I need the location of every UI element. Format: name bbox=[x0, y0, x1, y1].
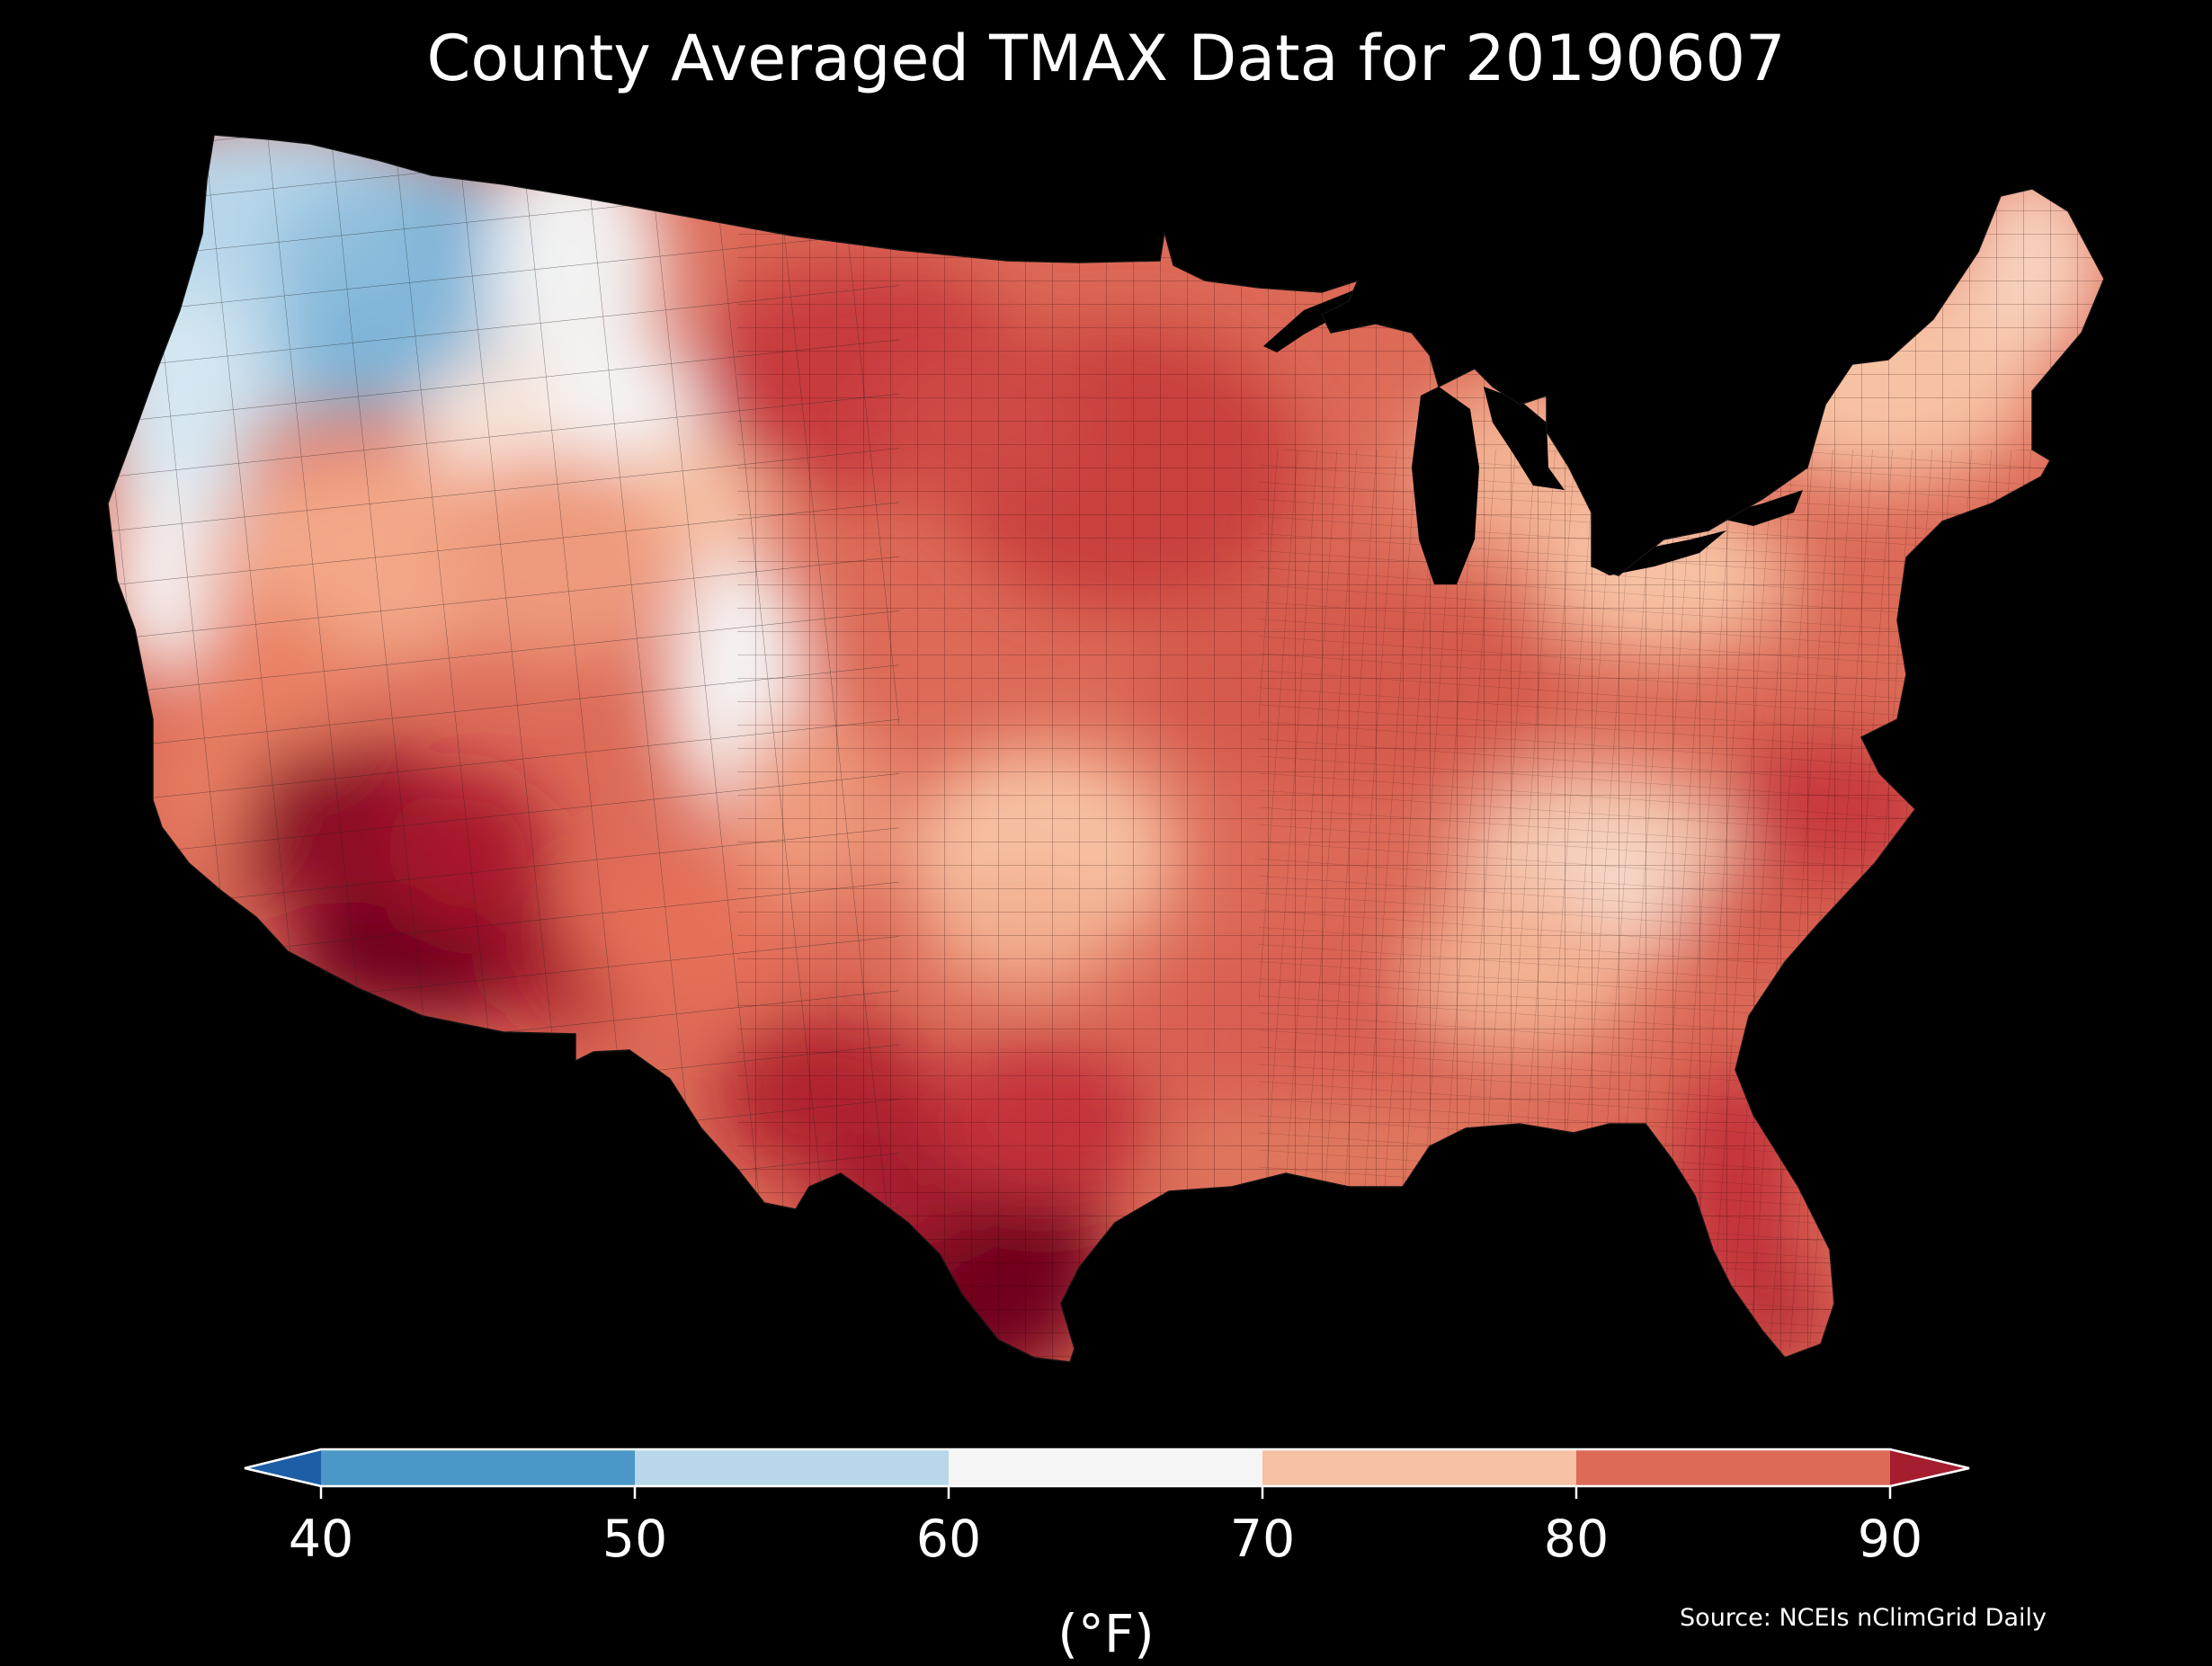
colorbar-tick-label: 90 bbox=[1857, 1510, 1923, 1569]
colorbar-extend-high bbox=[1890, 1449, 1969, 1486]
colorbar-bin-70-80 bbox=[1262, 1449, 1576, 1486]
colorbar-bin-60-70 bbox=[949, 1449, 1262, 1486]
colorbar-bin-50-60 bbox=[635, 1449, 949, 1486]
colorbar-bins bbox=[245, 1449, 1969, 1486]
map-title: County Averaged TMAX Data for 20190607 bbox=[426, 22, 1786, 95]
colorbar-extend-low bbox=[245, 1449, 321, 1486]
colorbar-tick-label: 50 bbox=[602, 1510, 668, 1569]
colorbar-unit-label: (°F) bbox=[1057, 1603, 1155, 1664]
colorbar-bin-40-50 bbox=[321, 1449, 635, 1486]
colorbar-tick-label: 70 bbox=[1229, 1510, 1296, 1569]
colorbar-tick-label: 80 bbox=[1543, 1510, 1610, 1569]
great-lakes bbox=[1263, 281, 1803, 584]
colorbar-tick-label: 60 bbox=[915, 1510, 982, 1569]
colorbar-tick-label: 40 bbox=[288, 1510, 354, 1569]
source-note: Source: NCEIs nClimGrid Daily bbox=[1680, 1604, 2047, 1632]
colorbar-ticks bbox=[319, 1486, 1892, 1499]
colorbar-bin-80-90 bbox=[1576, 1449, 1890, 1486]
